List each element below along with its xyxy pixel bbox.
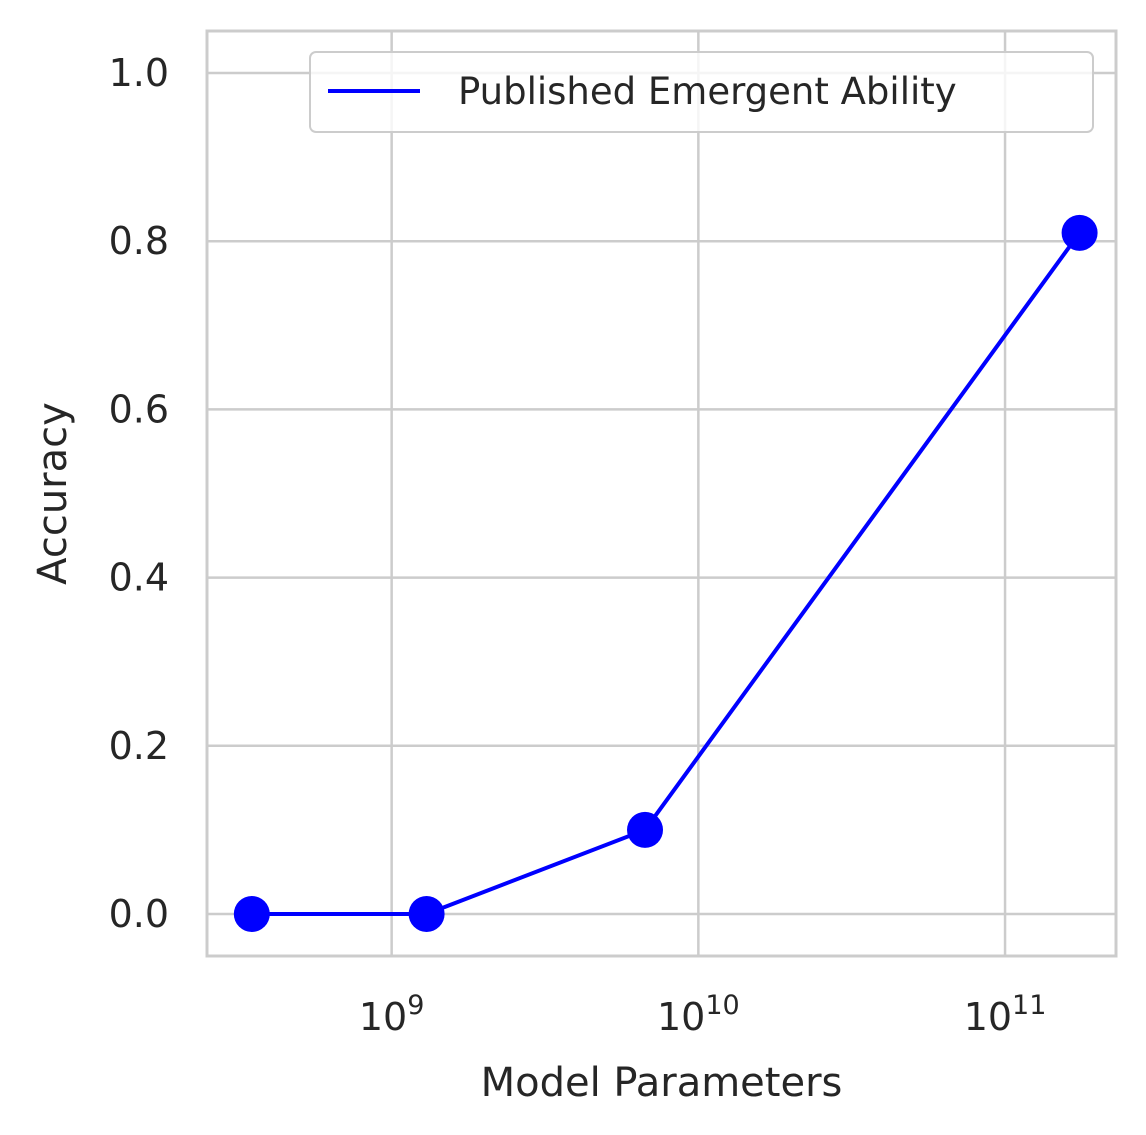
x-tick-labels: 109 1010 1011 [359,990,1047,1039]
y-tick-label: 1.0 [109,51,169,95]
plot-frame [205,29,1118,958]
y-tick-labels: 0.0 0.2 0.4 0.6 0.8 1.0 [109,51,169,936]
data-point [408,895,445,932]
grid [207,31,1116,956]
legend: Published Emergent Ability [309,51,1094,133]
y-tick-label: 0.2 [109,724,169,768]
x-tick-label: 1011 [964,990,1047,1039]
x-tick-label: 1010 [657,990,740,1039]
legend-label: Published Emergent Ability [458,70,957,113]
series-layer [233,214,1098,932]
y-tick-label: 0.0 [109,892,169,936]
data-point [233,895,270,932]
x-axis-label: Model Parameters [481,1060,843,1106]
y-tick-label: 0.6 [109,387,169,431]
data-point [1061,214,1098,251]
x-tick-label: 109 [359,990,425,1039]
series-line [251,231,1082,916]
legend-box [309,51,1094,133]
y-tick-label: 0.4 [109,556,169,600]
y-tick-label: 0.8 [109,219,169,263]
data-point [627,811,664,848]
y-axis-label: Accuracy [30,402,76,585]
